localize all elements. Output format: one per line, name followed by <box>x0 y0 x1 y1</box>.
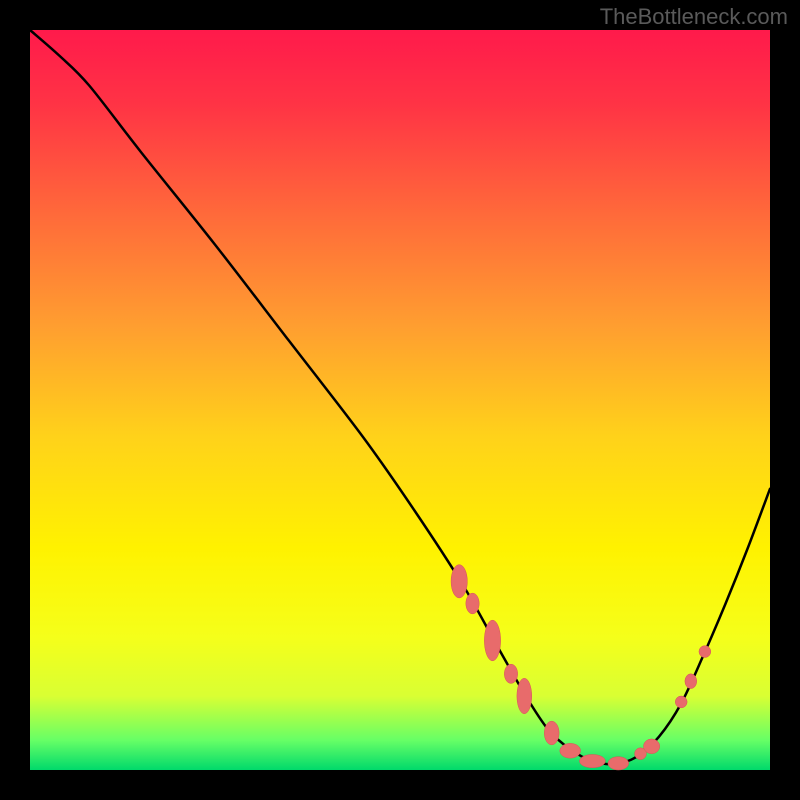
bottleneck-chart <box>0 0 800 800</box>
plot-area <box>30 30 770 770</box>
curve-marker <box>685 674 697 689</box>
curve-marker <box>466 593 479 614</box>
chart-container: TheBottleneck.com <box>0 0 800 800</box>
curve-marker <box>643 739 659 754</box>
curve-marker <box>560 743 581 758</box>
curve-marker <box>451 565 467 598</box>
curve-marker <box>699 646 711 658</box>
curve-marker <box>675 696 687 708</box>
curve-marker <box>544 721 559 745</box>
curve-marker <box>608 757 629 770</box>
curve-marker <box>517 678 532 714</box>
curve-marker <box>484 620 500 661</box>
watermark-text: TheBottleneck.com <box>600 4 788 30</box>
curve-marker <box>579 754 605 767</box>
curve-marker <box>504 664 517 683</box>
